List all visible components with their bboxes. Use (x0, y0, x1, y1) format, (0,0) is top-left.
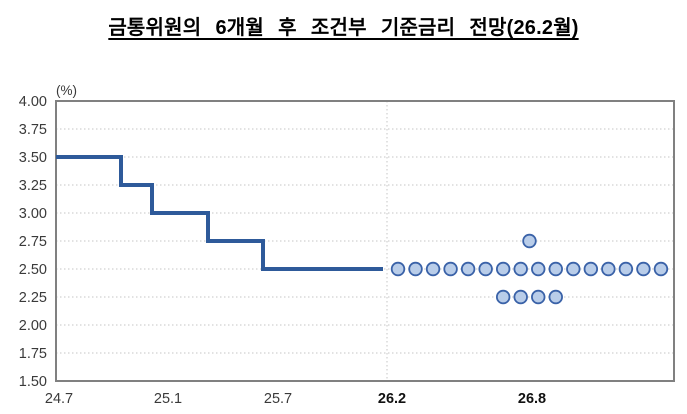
x-tick-label: 26.2 (378, 391, 406, 407)
chart-title-text: 금통위원의 6개월 후 조건부 기준금리 전망(26.2월) (108, 17, 579, 39)
forecast-dot (425, 261, 441, 277)
plot-border (55, 100, 675, 382)
forecast-dot (460, 261, 476, 277)
x-tick-label: 24.7 (45, 391, 73, 407)
y-tick-label: 2.00 (19, 318, 47, 334)
x-tick-label: 25.7 (264, 391, 292, 407)
forecast-dot (443, 261, 458, 277)
forecast-dot (531, 289, 546, 305)
forecast-dot (653, 261, 669, 277)
base-rate-step-line (56, 155, 383, 271)
y-tick-label: 3.00 (19, 206, 47, 222)
gridlines (56, 128, 674, 354)
y-tick-label: 3.50 (19, 150, 47, 166)
forecast-dot (601, 261, 616, 277)
y-tick-label: 3.75 (19, 122, 47, 138)
chart-title: 금통위원의 6개월 후 조건부 기준금리 전망(26.2월) (0, 11, 687, 40)
forecast-dot (636, 261, 651, 277)
forecast-dots (390, 233, 669, 305)
forecast-dot (390, 261, 406, 277)
forecast-dot (495, 261, 511, 277)
forecast-dot (583, 261, 599, 277)
forecast-dot (522, 233, 537, 249)
forecast-dot (513, 261, 528, 277)
forecast-dot (513, 289, 528, 305)
x-tick-label: 26.8 (518, 391, 546, 407)
forecast-dot (566, 261, 581, 277)
forecast-dot (548, 261, 563, 277)
forecast-dot (478, 261, 493, 277)
y-tick-label: 2.50 (19, 262, 47, 278)
x-axis-labels: 24.7 25.1 25.7 26.2 26.8 (45, 391, 546, 407)
forecast-dot (531, 261, 546, 277)
forecast-dot (548, 289, 563, 305)
forecast-dot (618, 261, 634, 277)
y-tick-label: 1.50 (19, 374, 47, 390)
unit-label: (%) (56, 83, 77, 98)
y-axis-labels: 4.00 3.75 3.50 3.25 3.00 2.75 2.50 2.25 2.00 1.75… (19, 94, 47, 390)
y-tick-label: 2.75 (19, 234, 47, 250)
forecast-dot (495, 289, 511, 305)
y-tick-label: 1.75 (19, 346, 47, 362)
y-tick-label: 2.25 (19, 290, 47, 306)
x-tick-label: 25.1 (154, 391, 182, 407)
y-tick-label: 3.25 (19, 178, 47, 194)
y-tick-label: 4.00 (19, 94, 47, 110)
forecast-dot (408, 261, 423, 277)
